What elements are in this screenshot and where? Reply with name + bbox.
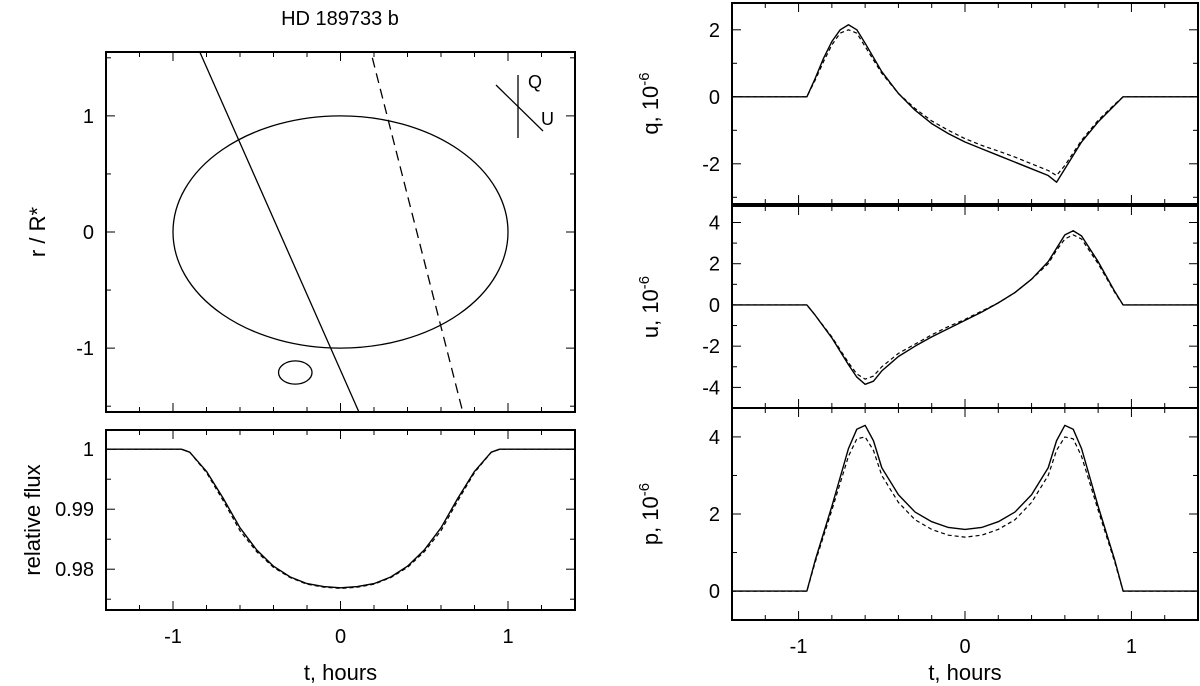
y-axis-label-exponent: -6	[636, 72, 653, 85]
panel-flux: 0.98 0.99 1 -1 0 1 t, hours relative flux	[20, 429, 576, 685]
x-tick-label: -1	[164, 626, 182, 648]
y-axis-label-exponent: -6	[636, 483, 653, 496]
y-axis-label: r / R*	[25, 207, 50, 258]
star-disk	[172, 115, 509, 349]
plot-area-q	[732, 24, 1198, 183]
x-tick-label: 1	[1126, 636, 1137, 658]
y-tick-label: 2	[709, 254, 720, 276]
x-tick-label: -1	[790, 636, 808, 658]
y-tick-label: 1	[83, 106, 94, 128]
u-axis-label: U	[541, 109, 554, 129]
y-tick-label: -4	[702, 377, 720, 399]
series-dashed-line	[732, 436, 1198, 592]
panel-q: -2 0 2 q, 10-6	[636, 2, 1199, 205]
y-tick-label: 0	[709, 87, 720, 109]
series-solid-line	[732, 230, 1198, 385]
panel-u: -4 -2 0 2 4 u, 10-6	[636, 205, 1199, 409]
figure-title: HD 189733 b	[281, 8, 399, 30]
planet-disk	[277, 360, 313, 385]
series-dashed-line	[732, 234, 1198, 380]
transit-chord-dashed	[371, 57, 464, 412]
axes-frame	[731, 205, 1199, 409]
plot-area-flux	[106, 448, 575, 589]
y-tick-label: 0	[709, 295, 720, 317]
series-dashed-line	[732, 29, 1198, 177]
axes-frame	[731, 407, 1199, 621]
u-reference-axis	[495, 84, 544, 132]
plot-area-geometry	[172, 52, 509, 412]
x-tick-label: 0	[335, 626, 346, 648]
x-axis-label: t, hours	[304, 660, 377, 685]
axes-frame	[105, 429, 576, 611]
x-axis-label: t, hours	[928, 660, 1001, 685]
y-tick-label: 0	[83, 222, 94, 244]
y-tick-label: -2	[702, 336, 720, 358]
y-tick-label: 2	[709, 504, 720, 526]
axes-frame	[105, 51, 576, 413]
y-tick-label: 0.98	[55, 559, 94, 581]
panel-p: 0 2 4 -1 0 1 t, hours p, 10-6	[636, 407, 1199, 685]
y-tick-label: 0	[709, 581, 720, 603]
plot-area-u	[732, 230, 1198, 385]
series-solid-line	[106, 448, 575, 589]
y-tick-label: 4	[709, 212, 720, 234]
x-tick-label: 1	[502, 626, 513, 648]
y-tick-label: 1	[83, 439, 94, 461]
y-tick-label: 0.99	[55, 499, 94, 521]
y-tick-label: -1	[76, 338, 94, 360]
y-tick-label: 2	[709, 20, 720, 42]
y-axis-label: relative flux	[20, 464, 45, 575]
q-axis-label: Q	[528, 72, 542, 92]
y-tick-label: 4	[709, 427, 720, 449]
x-tick-label: 0	[959, 636, 970, 658]
series-solid-line	[732, 424, 1198, 592]
y-axis-label-exponent: -6	[636, 276, 653, 289]
y-axis-label: p, 10-6	[636, 483, 663, 545]
series-solid-line	[732, 24, 1198, 183]
y-tick-label: -2	[702, 154, 720, 176]
panel-geometry: -1 0 1 r / R* QU	[25, 51, 576, 413]
transit-chord-solid	[199, 52, 360, 412]
y-axis-label: q, 10-6	[636, 72, 663, 134]
plot-area-p	[732, 424, 1198, 592]
series-dashed-line	[106, 448, 575, 589]
y-axis-label: u, 10-6	[636, 276, 663, 338]
axes-frame	[731, 2, 1199, 205]
